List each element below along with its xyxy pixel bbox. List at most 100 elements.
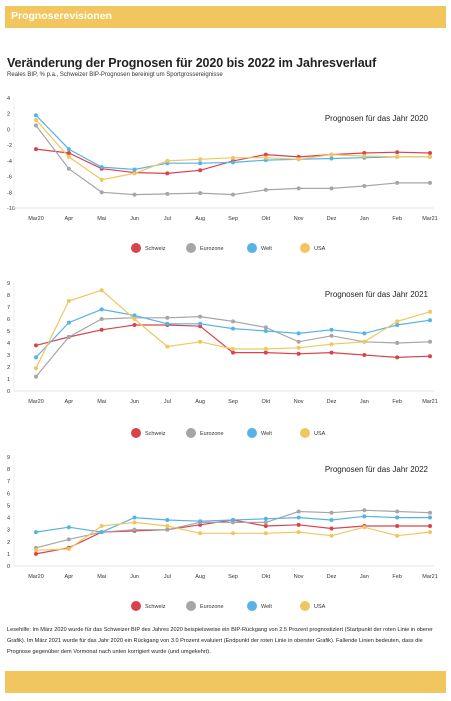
data-point-welt [263,516,268,521]
legend-marker-welt [247,428,257,438]
y-tick-label: 2 [7,540,10,546]
data-point-eurozone [329,186,334,191]
data-point-schweiz [395,150,400,155]
x-tick-label: Mar21 [422,216,438,222]
data-point-schweiz [132,323,137,327]
data-point-welt [66,147,71,152]
x-tick-label: Nov [294,216,304,222]
data-point-usa [34,366,38,371]
y-tick-label: 5 [7,503,10,509]
data-point-eurozone [362,508,367,513]
data-point-schweiz [34,147,38,152]
series-line-schweiz [35,519,430,555]
y-tick-label: 5 [7,329,10,335]
x-tick-label: Okt [262,216,271,222]
data-point-eurozone [165,315,170,320]
x-tick-label: Aug [195,574,205,580]
data-point-usa [362,339,367,344]
data-point-schweiz [263,524,268,529]
y-tick-label: 4 [7,96,10,102]
legend-marker-schweiz [131,243,141,253]
data-point-schweiz [428,354,432,359]
data-point-welt [428,318,432,323]
data-point-schweiz [296,522,301,527]
data-point-welt [296,515,301,520]
y-tick-label: 8 [7,293,10,299]
data-point-usa [165,524,170,529]
x-tick-label: Sep [228,574,238,580]
data-point-usa [231,531,235,536]
legend-marker-usa [300,601,310,611]
data-point-usa [296,345,301,350]
data-point-welt [231,517,235,522]
data-point-welt [329,327,334,332]
data-point-eurozone [296,339,301,344]
series-line-eurozone [35,315,431,377]
data-point-welt [362,331,367,336]
data-point-eurozone [99,317,104,321]
data-point-usa [263,155,268,160]
data-point-eurozone [66,335,71,339]
data-point-eurozone [428,510,432,515]
y-tick-label: 8 [7,467,10,473]
chart-title: Prognosen für das Jahr 2021 [325,290,429,299]
x-tick-label: Mar21 [422,399,438,405]
y-tick-label: 0 [7,389,10,395]
legend-label: USA [314,246,326,252]
data-point-usa [362,154,367,159]
data-point-eurozone [362,184,367,188]
x-tick-label: Feb [392,216,401,222]
data-point-usa [329,533,334,538]
data-point-welt [66,320,71,325]
data-point-schweiz [198,168,203,173]
y-tick-label: -6 [7,175,12,181]
chart-title: Prognosen für das Jahr 2022 [325,465,429,474]
data-point-eurozone [395,341,400,345]
legend-label: Welt [261,246,272,252]
x-tick-label: Jan [360,216,369,222]
data-point-eurozone [329,333,334,338]
legend-marker-welt [247,601,257,611]
x-tick-label: Nov [294,574,304,580]
data-point-eurozone [263,520,268,525]
legend-label: Welt [261,604,272,610]
x-tick-label: Mar20 [28,399,44,405]
x-tick-label: Dez [327,216,337,222]
data-point-welt [395,323,400,327]
data-point-usa [99,288,104,293]
x-tick-label: Mar20 [28,574,44,580]
x-tick-label: Mai [97,574,106,580]
data-point-eurozone [395,509,400,514]
y-tick-label: 2 [7,365,10,371]
data-point-schweiz [296,351,301,356]
chart-2021: 0 1 2 3 4 5 6 7 8 9 Mar20 Apr Mai Jun Jul Aug Sep Okt Nov D… [7,281,438,438]
page-title: Veränderung der Prognosen für 2020 bis 2… [7,56,377,70]
legend-marker-usa [300,428,310,438]
legend-label: Eurozone [200,246,224,252]
data-point-usa [428,309,432,314]
x-tick-label: Okt [262,399,271,405]
y-tick-label: 3 [7,353,10,359]
data-point-schweiz [428,524,432,529]
y-tick-label: 7 [7,479,10,485]
legend-marker-eurozone [186,428,196,438]
data-point-welt [231,326,235,331]
data-point-schweiz [362,353,367,357]
x-tick-label: Jul [164,574,171,580]
data-point-usa [329,152,334,157]
header-banner: Prognoserevisionen [5,6,446,28]
header-title: Prognoserevisionen [11,10,112,22]
x-tick-label: Jun [130,399,139,405]
x-tick-label: Nov [294,399,304,405]
data-point-usa [296,530,301,535]
y-tick-label: 0 [7,127,10,133]
x-tick-label: Dez [327,399,337,405]
y-tick-label: 3 [7,528,10,534]
data-point-schweiz [66,151,71,155]
data-point-schweiz [395,524,400,529]
y-tick-label: 0 [7,564,10,570]
data-point-usa [395,154,400,159]
data-point-schweiz [34,551,38,556]
x-tick-label: Sep [228,399,238,405]
chart-2020: -10 -8 -6 -4 -2 0 2 4 Mar20 Apr Mai Jun Jul Aug Sep Okt… [7,96,438,253]
